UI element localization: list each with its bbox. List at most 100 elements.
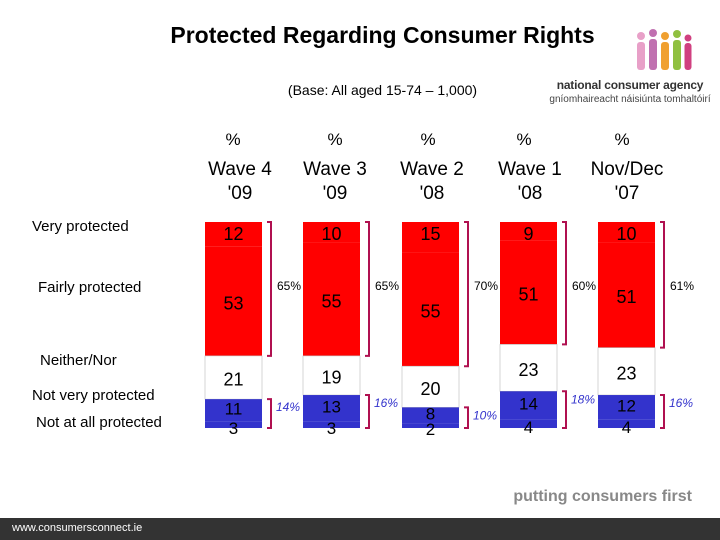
value-label-notatall-3: 4 (524, 418, 533, 437)
bar-notatall-4 (598, 419, 655, 428)
bar-fairly-2 (402, 252, 459, 367)
bar-very-0 (205, 222, 262, 247)
col-header-4-line2: '07 (614, 183, 640, 204)
bar-notatall-0 (205, 421, 262, 428)
value-label-fairly-1: 55 (321, 291, 341, 311)
bar-neither-2 (401, 365, 460, 408)
col-header-4-line1: Nov/Dec (590, 159, 664, 180)
footer-tagline: putting consumers first (513, 488, 692, 505)
value-label-notvery-3: 14 (519, 395, 538, 414)
notprotected-total-4: 16% (669, 396, 693, 410)
chart-title: Protected Regarding Consumer Rights (170, 22, 595, 48)
logo-irish-name: gníomhaireacht náisiúnta tomhaltóirí (549, 94, 711, 105)
col-header-1-line2: '09 (322, 183, 348, 204)
protected-bracket-4 (660, 221, 665, 349)
agency-logo: national consumer agency gníomhaireacht … (545, 28, 715, 110)
bar-fairly-0 (205, 246, 262, 356)
protected-bracket-1 (365, 221, 370, 357)
value-label-notvery-2: 8 (426, 405, 435, 424)
value-label-notatall-4: 4 (622, 418, 631, 437)
value-label-fairly-3: 51 (518, 284, 538, 304)
value-label-very-4: 10 (616, 224, 636, 244)
bar-very-4 (598, 222, 655, 243)
col-header-0-line1: Wave 4 (208, 159, 272, 180)
chart-subtitle: (Base: All aged 15-74 – 1,000) (287, 82, 478, 98)
col-pct-3: % (516, 130, 532, 149)
bar-notvery-1 (303, 395, 360, 422)
row-label-very: Very protected (32, 218, 129, 235)
bar-very-1 (303, 222, 360, 243)
value-label-neither-4: 23 (616, 363, 636, 383)
footer-url: www.consumersconnect.ie (12, 522, 143, 534)
notprotected-total-0: 14% (276, 400, 300, 414)
notprotected-bracket-4 (660, 394, 665, 429)
people-icon (637, 29, 692, 70)
protected-total-1: 65% (375, 279, 399, 293)
value-label-notatall-0: 3 (229, 419, 238, 438)
protected-bracket-2 (464, 221, 469, 368)
col-header-1: Wave 3 '09 (285, 158, 385, 206)
bar-neither-0 (204, 355, 263, 400)
bar-fairly-4 (598, 242, 655, 348)
col-pct-2: % (420, 130, 436, 149)
value-label-notatall-2: 2 (426, 420, 435, 439)
bar-notvery-4 (598, 395, 655, 420)
bar-notatall-3 (500, 419, 557, 428)
value-label-very-1: 10 (321, 224, 341, 244)
bar-neither-1 (302, 355, 361, 396)
value-label-notvery-1: 13 (322, 397, 341, 416)
bar-very-2 (402, 222, 459, 253)
protected-total-3: 60% (572, 279, 596, 293)
value-label-neither-0: 21 (223, 370, 243, 390)
notprotected-bracket-3 (562, 390, 567, 429)
bar-fairly-1 (303, 242, 360, 356)
col-header-3: Wave 1 '08 (480, 158, 580, 206)
bar-notvery-0 (205, 399, 262, 422)
value-label-fairly-4: 51 (616, 287, 636, 307)
bar-notatall-2 (402, 423, 459, 428)
bar-notatall-1 (303, 421, 360, 428)
notprotected-bracket-2 (464, 406, 469, 429)
footer-bar (0, 518, 720, 540)
col-header-0: Wave 4 '09 (190, 158, 290, 206)
row-label-notatall: Not at all protected (36, 414, 162, 431)
protected-total-2: 70% (474, 279, 498, 293)
row-label-fairly: Fairly protected (38, 279, 142, 296)
notprotected-total-3: 18% (571, 392, 595, 406)
notprotected-bracket-0 (267, 398, 272, 429)
notprotected-total-2: 10% (473, 408, 497, 422)
value-label-notatall-1: 3 (327, 419, 336, 438)
value-label-neither-3: 23 (518, 360, 538, 380)
value-label-very-2: 15 (420, 224, 440, 244)
bar-notvery-3 (500, 391, 557, 420)
value-label-notvery-0: 11 (225, 399, 243, 418)
value-label-neither-1: 19 (321, 367, 341, 387)
bar-fairly-3 (500, 240, 557, 345)
protected-bracket-3 (562, 221, 567, 346)
col-header-2-line1: Wave 2 (400, 159, 464, 180)
value-label-fairly-0: 53 (223, 293, 243, 313)
notprotected-bracket-1 (365, 394, 370, 429)
notprotected-total-1: 16% (374, 396, 398, 410)
col-header-2: Wave 2 '08 (382, 158, 482, 206)
row-label-neither: Neither/Nor (40, 352, 117, 369)
col-pct-0: % (225, 130, 241, 149)
col-header-1-line1: Wave 3 (303, 159, 367, 180)
col-header-0-line2: '09 (227, 183, 253, 204)
col-pct-4: % (614, 130, 630, 149)
protected-bracket-0 (267, 221, 272, 357)
col-header-4: Nov/Dec '07 (577, 158, 677, 206)
protected-total-4: 61% (670, 279, 694, 293)
value-label-notvery-4: 12 (617, 396, 636, 415)
value-label-fairly-2: 55 (420, 302, 440, 322)
protected-total-0: 65% (277, 279, 301, 293)
bar-notvery-2 (402, 407, 459, 424)
col-pct-1: % (327, 130, 343, 149)
logo-name: national consumer agency (556, 78, 704, 92)
row-label-notvery: Not very protected (32, 387, 155, 404)
value-label-very-0: 12 (223, 224, 243, 244)
col-header-3-line2: '08 (517, 183, 543, 204)
col-header-2-line2: '08 (419, 183, 445, 204)
bar-very-3 (500, 222, 557, 241)
